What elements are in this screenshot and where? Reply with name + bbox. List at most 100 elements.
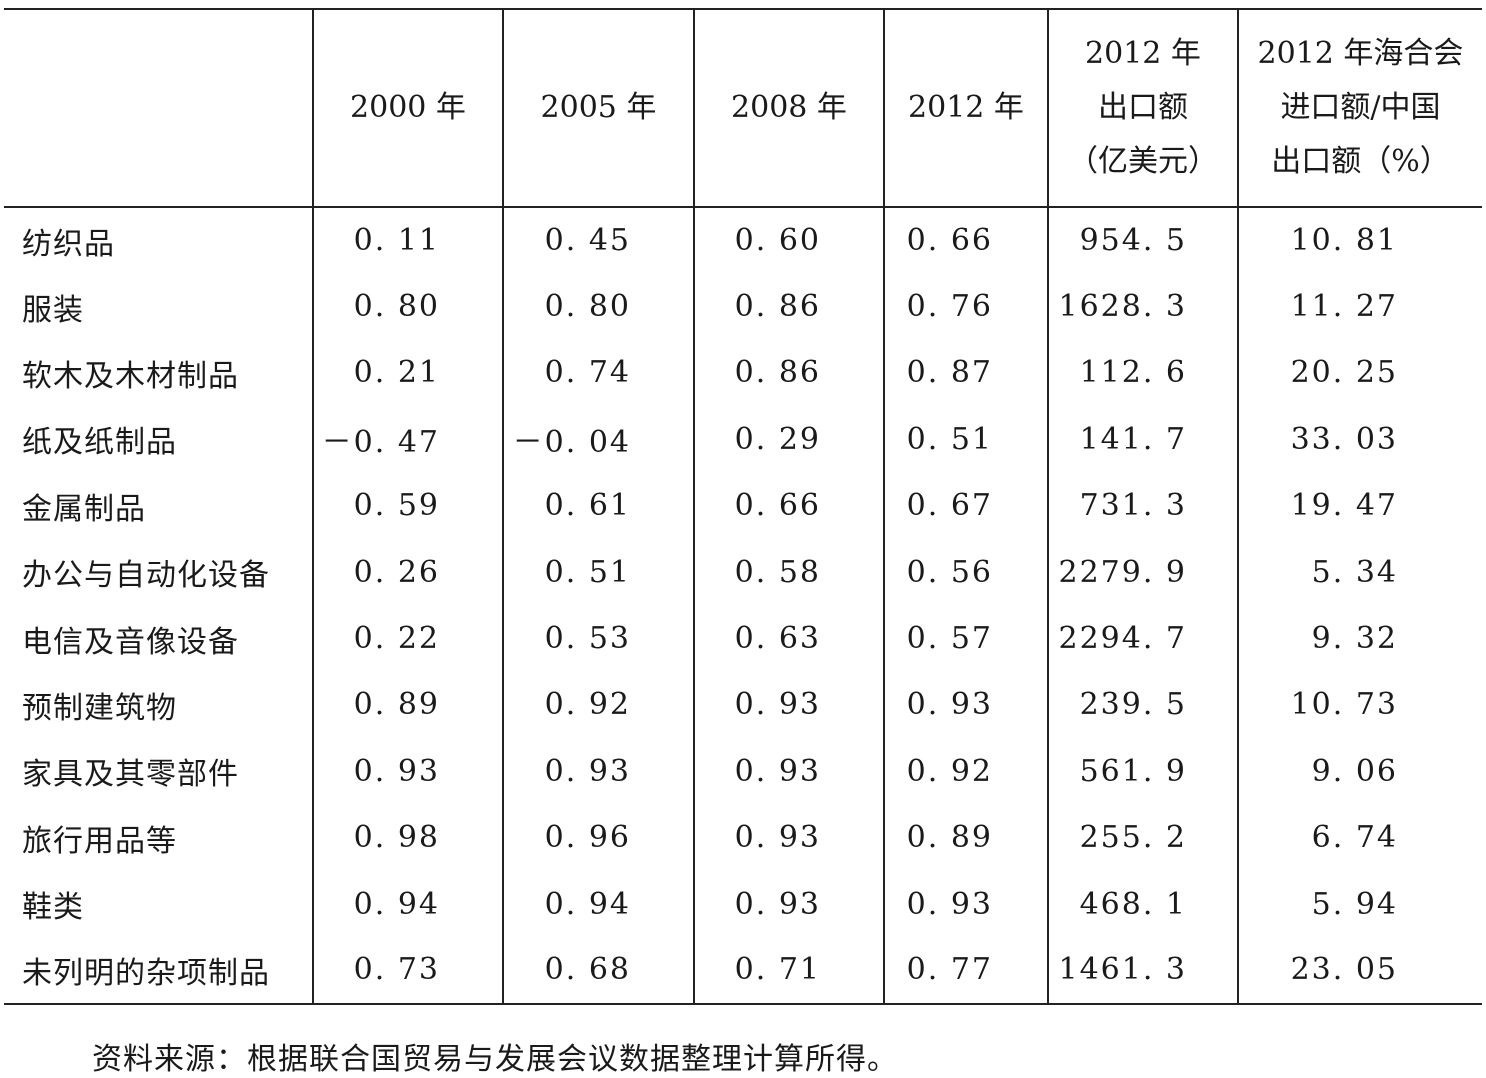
row-label-cell: 金属制品: [22, 491, 146, 527]
value-cell: 5. 34: [1237, 538, 1482, 606]
table-row: 纺织品 0. 11 0. 45 0. 60 0. 66 954. 5 10. 81: [4, 207, 1482, 274]
row-label-cell: 服装: [22, 292, 84, 328]
value-cell: 112. 6: [1047, 339, 1238, 407]
value-cell: 0. 53: [502, 605, 694, 672]
row-label-cell: 预制建筑物: [22, 690, 177, 726]
column-header-6: 2012 年海合会 进口额/中国 出口额（%）: [1237, 9, 1482, 207]
value-cell: 5. 94: [1237, 870, 1482, 938]
value-cell: 19. 47: [1237, 472, 1482, 539]
value-cell: 0. 66: [883, 207, 1048, 274]
value-cell: 239. 5: [1047, 671, 1238, 739]
row-label-cell: 旅行用品等: [22, 823, 177, 859]
column-header-1: 2000 年: [312, 9, 503, 207]
value-cell: 0. 66: [693, 472, 884, 539]
data-table-container: 2000 年 2005 年 2008 年 2012 年 2012 年出口额 （亿美元） 20…: [4, 8, 1482, 1005]
value-cell: 0. 93: [693, 738, 884, 805]
value-cell: 0. 58: [693, 538, 884, 606]
table-row: 金属制品 0. 59 0. 61 0. 66 0. 67 731. 3 19. 47: [4, 472, 1482, 539]
value-cell: 0. 92: [883, 738, 1048, 805]
row-label-cell: 纸及纸制品: [22, 425, 177, 461]
value-cell: 0. 93: [693, 671, 884, 739]
value-cell: 0. 61: [502, 472, 694, 539]
value-cell: 141. 7: [1047, 406, 1238, 473]
value-cell: 0. 45: [502, 207, 694, 274]
column-header-2: 2005 年: [502, 9, 694, 207]
row-label-cell: 未列明的杂项制品: [22, 955, 270, 991]
value-cell: 0. 93: [312, 738, 503, 805]
value-cell: 0. 92: [502, 671, 694, 739]
table-row: 办公与自动化设备 0. 26 0. 51 0. 58 0. 56 2279. 9 5. 34: [4, 538, 1482, 606]
table-row: 旅行用品等 0. 98 0. 96 0. 93 0. 89 255. 2 6. 74: [4, 804, 1482, 871]
table-row: 家具及其零部件 0. 93 0. 93 0. 93 0. 92 561. 9 9. 06: [4, 738, 1482, 805]
value-cell: 20. 25: [1237, 339, 1482, 407]
value-cell: 0. 80: [312, 273, 503, 340]
column-header-4: 2012 年: [883, 9, 1048, 207]
value-cell: 11. 27: [1237, 273, 1482, 340]
column-header-line: （亿美元）: [1068, 144, 1218, 179]
value-cell: 33. 03: [1237, 406, 1482, 473]
column-header-line: 2012 年: [908, 90, 1024, 125]
value-cell: 0. 76: [883, 273, 1048, 340]
value-cell: 0. 93: [693, 870, 884, 938]
value-cell: 0. 71: [693, 937, 884, 1004]
row-label-cell: 家具及其零部件: [22, 757, 239, 793]
value-cell: 0. 60: [693, 207, 884, 274]
value-cell: 0. 26: [312, 538, 503, 606]
value-cell: 0. 93: [883, 870, 1048, 938]
source-note: 资料来源：根据联合国贸易与发展会议数据整理计算所得。: [92, 1042, 898, 1077]
value-cell: 0. 87: [883, 339, 1048, 407]
value-cell: 0. 89: [312, 671, 503, 739]
value-cell: 0. 98: [312, 804, 503, 871]
column-header-line: 2000 年: [350, 90, 466, 125]
value-cell: 0. 80: [502, 273, 694, 340]
value-cell: 2294. 7: [1047, 605, 1238, 672]
value-cell: 2279. 9: [1047, 538, 1238, 606]
value-cell: 255. 2: [1047, 804, 1238, 871]
column-header-line: 2012 年: [1085, 36, 1201, 71]
value-cell: 0. 51: [883, 406, 1048, 473]
row-label-cell: 鞋类: [22, 890, 84, 926]
value-cell: 0. 89: [883, 804, 1048, 871]
column-header-line: 进口额/中国: [1280, 90, 1441, 125]
column-header-line: 出口额: [1098, 90, 1188, 125]
table-row: 服装 0. 80 0. 80 0. 86 0. 76 1628. 3 11. 27: [4, 273, 1482, 340]
table-row: 软木及木材制品 0. 21 0. 74 0. 86 0. 87 112. 6 20. 25: [4, 339, 1482, 407]
value-cell: 954. 5: [1047, 207, 1238, 274]
value-cell: 0. 51: [502, 538, 694, 606]
value-cell: 731. 3: [1047, 472, 1238, 539]
value-cell: －0. 04: [502, 406, 694, 473]
value-cell: 9. 32: [1237, 605, 1482, 672]
data-table: 2000 年 2005 年 2008 年 2012 年 2012 年出口额 （亿美元） 20…: [4, 8, 1482, 1005]
value-cell: 1628. 3: [1047, 273, 1238, 340]
value-cell: 23. 05: [1237, 937, 1482, 1004]
value-cell: 0. 93: [693, 804, 884, 871]
value-cell: 6. 74: [1237, 804, 1482, 871]
value-cell: 0. 57: [883, 605, 1048, 672]
value-cell: 0. 59: [312, 472, 503, 539]
value-cell: 0. 22: [312, 605, 503, 672]
row-label-cell: 电信及音像设备: [22, 624, 239, 660]
row-label-cell: 纺织品: [22, 226, 115, 262]
table-header: 2000 年 2005 年 2008 年 2012 年 2012 年出口额 （亿美元） 20…: [4, 9, 1482, 207]
value-cell: 0. 11: [312, 207, 503, 274]
column-header-line: 2005 年: [540, 90, 657, 125]
row-label-cell: 办公与自动化设备: [22, 558, 270, 594]
value-cell: 0. 21: [312, 339, 503, 407]
value-cell: 9. 06: [1237, 738, 1482, 805]
value-cell: 0. 86: [693, 339, 884, 407]
value-cell: 0. 29: [693, 406, 884, 473]
value-cell: 0. 67: [883, 472, 1048, 539]
header-row: 2000 年 2005 年 2008 年 2012 年 2012 年出口额 （亿美元） 20…: [4, 9, 1482, 207]
value-cell: 0. 56: [883, 538, 1048, 606]
value-cell: 0. 73: [312, 937, 503, 1004]
value-cell: 0. 77: [883, 937, 1048, 1004]
value-cell: 0. 94: [312, 870, 503, 938]
value-cell: 561. 9: [1047, 738, 1238, 805]
value-cell: －0. 47: [312, 406, 503, 473]
column-header-line: 2008 年: [731, 90, 847, 125]
column-header-5: 2012 年出口额 （亿美元）: [1047, 9, 1238, 207]
column-header-3: 2008 年: [693, 9, 884, 207]
row-label-cell: 软木及木材制品: [22, 358, 239, 394]
value-cell: 10. 81: [1237, 207, 1482, 274]
table-row: 纸及纸制品 －0. 47 －0. 04 0. 29 0. 51 141. 7 33. 03: [4, 406, 1482, 473]
